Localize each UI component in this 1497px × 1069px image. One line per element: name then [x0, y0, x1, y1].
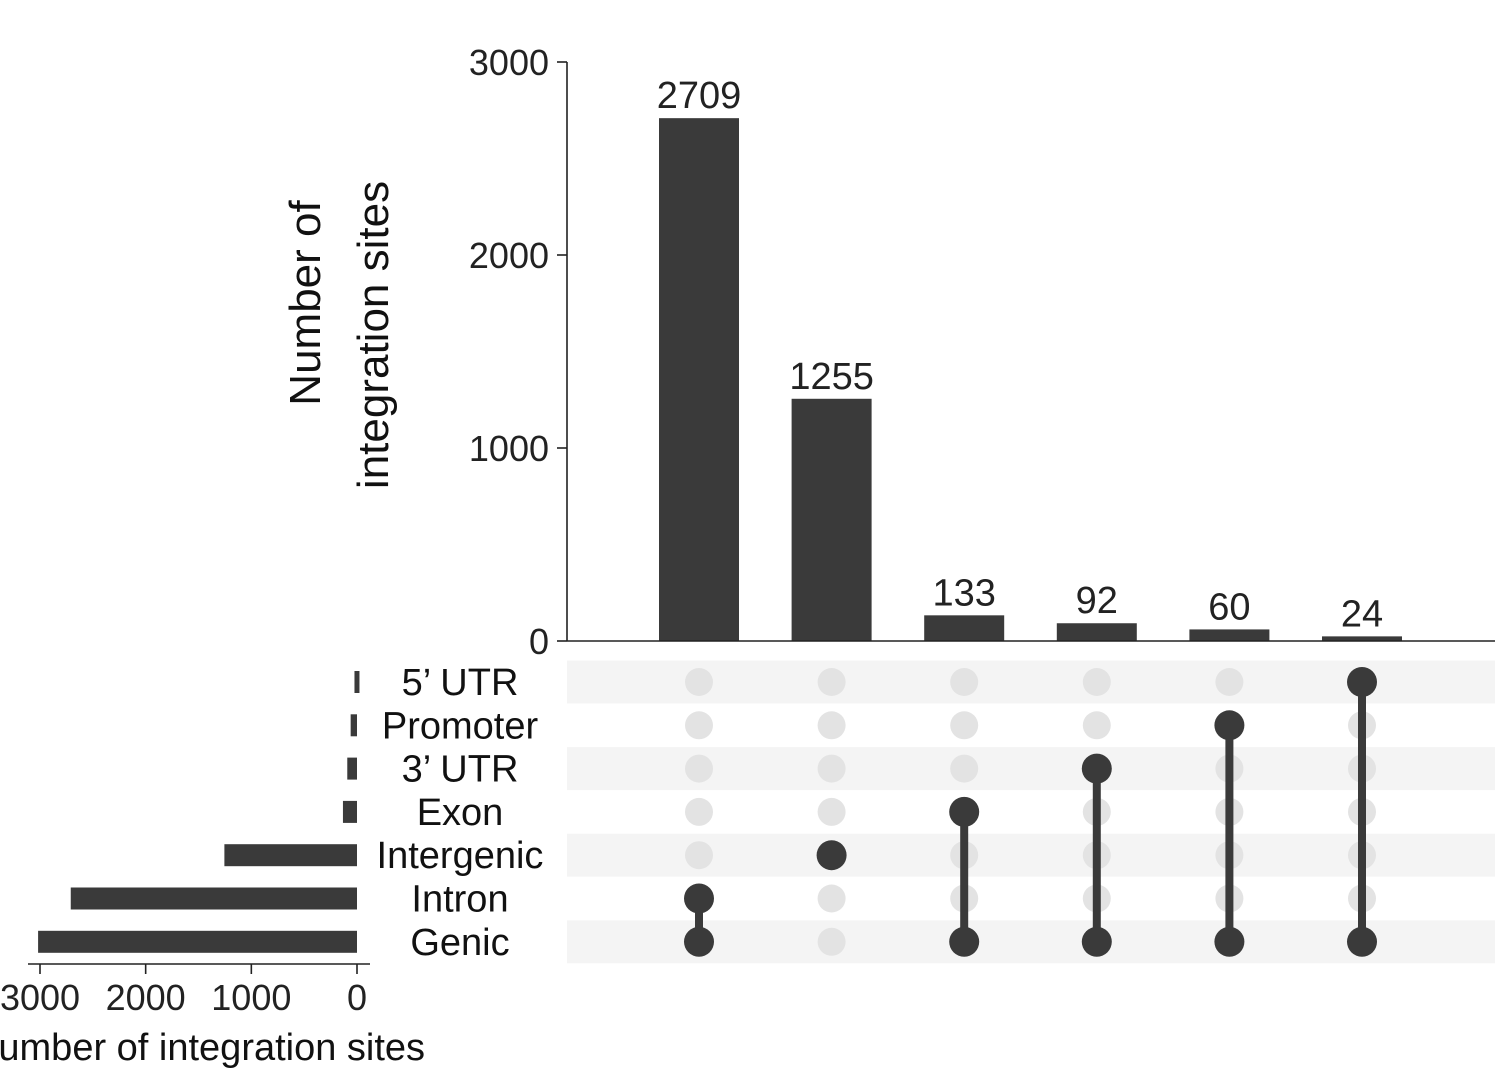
set-tick-label-3000: 3000 — [0, 977, 80, 1018]
intersection-value-label-1: 1255 — [789, 356, 874, 398]
matrix-dot-active-4-6 — [1214, 926, 1245, 957]
matrix-dot-active-4-1 — [1214, 710, 1245, 741]
matrix-dot-inactive-1-2 — [817, 754, 846, 783]
matrix-dot-active-5-0 — [1347, 667, 1377, 697]
matrix-dot-inactive-0-4 — [685, 841, 713, 870]
intersection-y-axis-title-line-1: Number of — [281, 200, 330, 406]
y-tick-label-1000: 1000 — [469, 428, 549, 469]
matrix-dot-active-0-6 — [684, 926, 714, 957]
matrix-dot-active-2-6 — [949, 926, 980, 957]
matrix-stripe-6 — [567, 920, 1495, 964]
set-tick-label-1000: 1000 — [211, 977, 291, 1018]
matrix-dot-inactive-0-1 — [685, 711, 713, 740]
set-tick-label-0: 0 — [347, 977, 367, 1018]
matrix-stripes — [567, 660, 1495, 964]
set-size-bar-5 — [70, 887, 358, 910]
matrix-dot-inactive-1-1 — [817, 711, 846, 740]
set-size-bar-6 — [38, 930, 358, 953]
intersection-bar-1 — [791, 398, 872, 641]
intersection-bar-0 — [659, 118, 739, 641]
set-size-x-axis-title: Number of integration sites — [0, 1027, 425, 1069]
intersection-bar-5 — [1322, 636, 1402, 641]
matrix-stripe-4 — [567, 833, 1495, 877]
set-size-bar-0 — [354, 671, 360, 693]
matrix-dot-active-2-3 — [949, 796, 980, 827]
matrix-dot-active-3-6 — [1081, 926, 1112, 957]
matrix-dot-inactive-0-0 — [685, 668, 713, 696]
set-size-bar-2 — [347, 757, 357, 780]
matrix-dot-active-3-2 — [1081, 753, 1112, 784]
matrix-dot-inactive-2-0 — [950, 668, 979, 696]
set-size-bar-3 — [342, 800, 357, 823]
matrix-stripe-2 — [567, 747, 1495, 791]
intersection-bar-4 — [1189, 629, 1270, 641]
set-label-4: Intergenic — [377, 835, 544, 877]
intersection-y-axis-title-line-2: integration sites — [349, 181, 398, 489]
matrix-dot-inactive-3-0 — [1082, 668, 1111, 696]
set-size-x-axis: 3000 2000 1000 0 — [0, 963, 370, 1018]
set-label-1: Promoter — [382, 705, 539, 747]
intersection-y-axis: 0 1000 2000 3000 — [469, 42, 1495, 662]
membership-matrix — [684, 667, 1377, 957]
set-label-5: Intron — [411, 879, 508, 921]
y-tick-label-2000: 2000 — [469, 235, 549, 276]
set-size-bar-4 — [224, 844, 357, 867]
set-label-6: Genic — [410, 922, 509, 964]
set-size-bar-1 — [350, 714, 357, 737]
intersection-value-label-4: 60 — [1208, 586, 1250, 628]
matrix-dot-inactive-1-5 — [817, 884, 846, 913]
matrix-dot-inactive-1-3 — [817, 797, 846, 826]
matrix-dot-inactive-3-1 — [1082, 711, 1111, 740]
intersection-value-label-0: 2709 — [657, 75, 742, 117]
intersection-value-label-2: 133 — [932, 572, 995, 614]
y-tick-label-3000: 3000 — [469, 42, 549, 83]
matrix-stripe-0 — [567, 660, 1495, 704]
intersection-bar-3 — [1056, 623, 1137, 641]
matrix-dot-inactive-4-0 — [1215, 668, 1244, 696]
intersection-value-label-5: 24 — [1341, 593, 1383, 635]
intersection-bar-2 — [924, 615, 1005, 641]
set-label-2: 3’ UTR — [402, 749, 519, 791]
matrix-dot-inactive-2-2 — [950, 754, 979, 783]
set-size-bars — [38, 671, 360, 953]
set-tick-label-2000: 2000 — [106, 977, 186, 1018]
intersection-value-label-3: 92 — [1076, 580, 1118, 622]
y-tick-label-0: 0 — [529, 621, 549, 662]
matrix-dot-inactive-1-6 — [817, 927, 846, 956]
set-label-3: Exon — [417, 792, 504, 834]
matrix-dot-active-0-5 — [684, 883, 714, 914]
set-label-0: 5’ UTR — [402, 662, 519, 704]
matrix-dot-inactive-0-2 — [685, 754, 713, 783]
matrix-dot-active-1-4 — [816, 840, 847, 871]
matrix-dot-inactive-2-1 — [950, 711, 979, 740]
matrix-dot-inactive-1-0 — [817, 668, 846, 696]
matrix-dot-inactive-0-3 — [685, 797, 713, 826]
intersection-bars: 2709 1255 133 92 60 24 — [657, 75, 1402, 641]
matrix-dot-active-5-6 — [1347, 926, 1377, 957]
